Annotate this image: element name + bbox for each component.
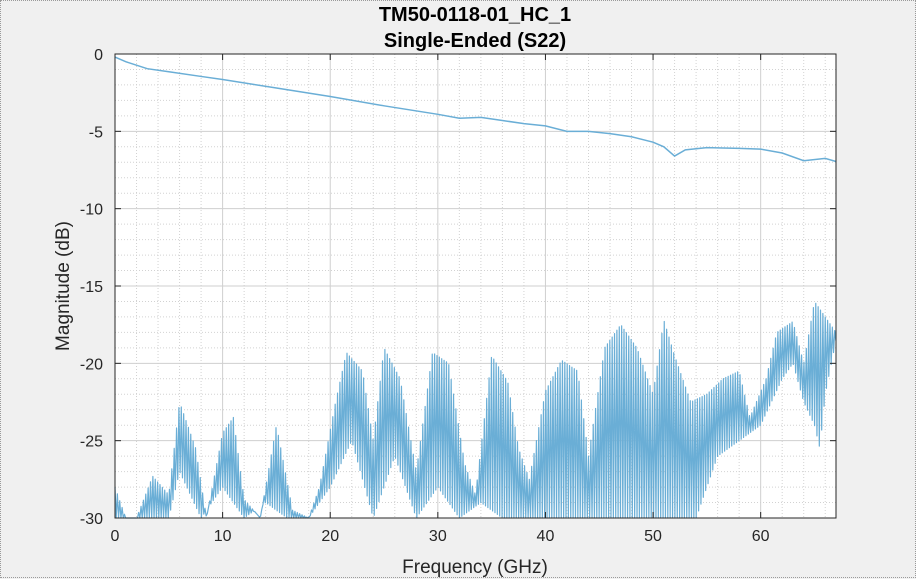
y-axis-label: Magnitude (dB) xyxy=(53,221,74,351)
y-tick-label: -10 xyxy=(80,202,103,219)
y-tick-label: -30 xyxy=(80,511,103,528)
y-tick-label: -15 xyxy=(80,279,103,296)
x-tick-label: 60 xyxy=(752,528,770,545)
y-tick-label: -5 xyxy=(89,124,103,141)
y-tick-label: 0 xyxy=(94,47,103,64)
tick-marks xyxy=(114,53,836,519)
y-tick-labels: 0 -5 -10 -15 -20 -25 -30 xyxy=(80,47,103,528)
y-tick-label: -20 xyxy=(80,356,103,373)
x-tick-label: 0 xyxy=(111,528,120,545)
x-tick-label: 30 xyxy=(429,528,447,545)
chart-title: TM50-0118-01_HC_1 xyxy=(379,4,571,26)
y-tick-label: -25 xyxy=(80,434,103,451)
x-tick-label: 20 xyxy=(321,528,339,545)
x-tick-label: 10 xyxy=(214,528,232,545)
x-tick-labels: 0 10 20 30 40 50 60 xyxy=(111,528,770,545)
series-layer xyxy=(114,56,837,519)
x-tick-label: 50 xyxy=(644,528,662,545)
series-line-lower-trace xyxy=(114,302,837,519)
chart-subtitle: Single-Ended (S22) xyxy=(384,30,566,52)
series-line-upper-trace xyxy=(114,56,837,163)
x-axis-label: Frequency (GHz) xyxy=(402,557,548,578)
x-tick-label: 40 xyxy=(537,528,555,545)
